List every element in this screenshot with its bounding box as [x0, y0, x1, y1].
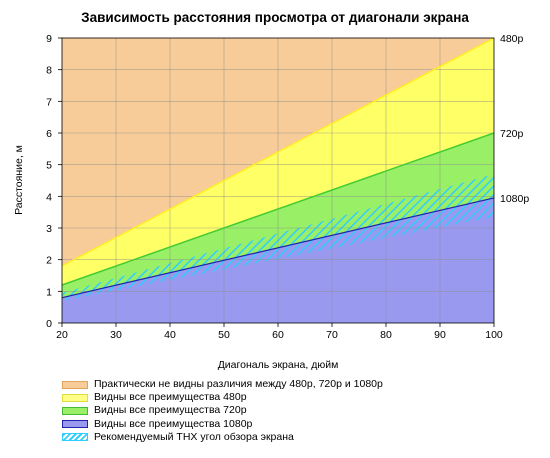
- y-tick-label: 0: [46, 318, 52, 330]
- legend-label: Видны все преимущества 480p: [94, 391, 247, 404]
- x-axis-label: Диагональ экрана, дюйм: [218, 359, 339, 371]
- series-line-720p: [61, 132, 495, 286]
- series-label-480p: 480p: [500, 33, 524, 45]
- x-tick-label: 50: [218, 329, 230, 341]
- y-tick-label: 6: [46, 128, 52, 140]
- y-axis-label: Расстояние, м: [13, 145, 25, 215]
- series-label-1080p: 1080p: [500, 193, 529, 205]
- legend-swatch: [62, 433, 88, 442]
- legend: Практически не видны различия между 480p…: [62, 378, 383, 444]
- legend-swatch: [62, 380, 88, 389]
- legend-item: Видны все преимущества 1080p: [62, 418, 383, 431]
- legend-item: Рекомендуемый THX угол обзора экрана: [62, 431, 383, 444]
- x-tick-label: 60: [272, 329, 284, 341]
- legend-item: Практически не видны различия между 480p…: [62, 378, 383, 391]
- chart-title: Зависимость расстояния просмотра от диаг…: [81, 10, 469, 25]
- y-tick-label: 5: [46, 160, 52, 172]
- series-label-720p: 720p: [500, 128, 524, 140]
- legend-label: Практически не видны различия между 480p…: [94, 378, 383, 391]
- legend-label: Видны все преимущества 720p: [94, 404, 247, 417]
- y-tick-label: 4: [46, 191, 52, 203]
- legend-swatch: [62, 420, 88, 429]
- legend-swatch: [62, 393, 88, 402]
- x-tick-label: 100: [485, 329, 503, 341]
- y-tick-label: 2: [46, 255, 52, 267]
- x-tick-label: 20: [56, 329, 68, 341]
- legend-item: Видны все преимущества 720p: [62, 404, 383, 417]
- legend-label: Рекомендуемый THX угол обзора экрана: [94, 430, 294, 443]
- x-tick-label: 40: [164, 329, 176, 341]
- x-tick-label: 90: [434, 329, 446, 341]
- x-tick-label: 70: [326, 329, 338, 341]
- legend-label: Видны все преимущества 1080p: [94, 417, 253, 430]
- y-tick-label: 9: [46, 33, 52, 45]
- chart: Зависимость расстояния просмотра от диаг…: [13, 10, 529, 371]
- series-line-1080p: [61, 197, 495, 299]
- y-tick-label: 8: [46, 65, 52, 77]
- y-tick-label: 3: [46, 223, 52, 235]
- legend-item: Видны все преимущества 480p: [62, 391, 383, 404]
- x-tick-label: 30: [110, 329, 122, 341]
- y-tick-label: 7: [46, 96, 52, 108]
- legend-swatch: [62, 406, 88, 415]
- y-tick-label: 1: [46, 286, 52, 298]
- series-line-480p: [61, 37, 495, 267]
- x-tick-label: 80: [380, 329, 392, 341]
